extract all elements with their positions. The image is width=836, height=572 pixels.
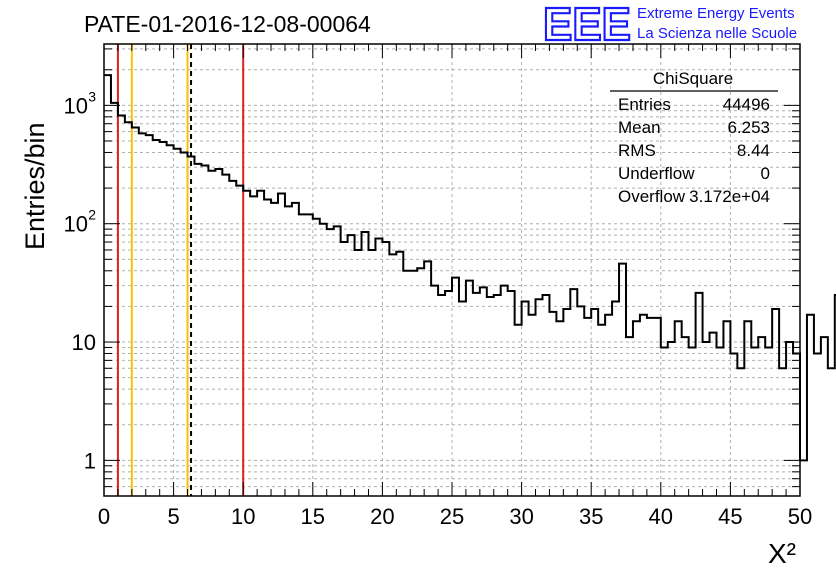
x-axis-label: X² bbox=[768, 538, 796, 569]
stats-row-label: Entries bbox=[618, 95, 671, 114]
y-tick-label-exp: 3 bbox=[88, 88, 96, 104]
chart-title: PATE-01-2016-12-08-00064 bbox=[84, 11, 371, 37]
x-tick-label: 0 bbox=[98, 504, 110, 529]
stats-row-label: Underflow bbox=[618, 164, 695, 183]
x-tick-label: 30 bbox=[509, 504, 533, 529]
stats-row-label: Overflow bbox=[618, 187, 686, 206]
stats-row-label: RMS bbox=[618, 141, 656, 160]
y-tick-label: 10 bbox=[64, 212, 88, 237]
y-tick-label: 10 bbox=[64, 93, 88, 118]
stats-row-label: Mean bbox=[618, 118, 661, 137]
logo-line2: La Scienza nelle Scuole bbox=[637, 25, 797, 42]
stats-row-value: 0 bbox=[761, 164, 770, 183]
y-tick-label: 1 bbox=[84, 448, 96, 473]
stats-row-value: 8.44 bbox=[737, 141, 770, 160]
x-tick-label: 35 bbox=[579, 504, 603, 529]
x-tick-label: 10 bbox=[231, 504, 255, 529]
y-axis-label: Entries/bin bbox=[20, 122, 50, 250]
stats-title: ChiSquare bbox=[653, 69, 733, 88]
x-tick-label: 15 bbox=[301, 504, 325, 529]
x-tick-label: 50 bbox=[788, 504, 812, 529]
x-tick-label: 45 bbox=[718, 504, 742, 529]
y-tick-label: 10 bbox=[72, 330, 96, 355]
logo-mark: EEE bbox=[543, 0, 631, 50]
stats-rows: Entries 44496 Mean 6.253 RMS 8.44 Underflow 0 Ov… bbox=[618, 95, 770, 206]
y-tick-label-exp: 2 bbox=[88, 207, 96, 223]
histogram-series bbox=[104, 74, 836, 462]
stats-row-value: 44496 bbox=[723, 95, 770, 114]
marker-lines bbox=[116, 44, 245, 496]
x-tick-label: 5 bbox=[167, 504, 179, 529]
grid bbox=[104, 44, 800, 496]
x-tick-label: 20 bbox=[370, 504, 394, 529]
stats-row-value: 3.172e+04 bbox=[689, 187, 770, 206]
x-tick-label: 40 bbox=[649, 504, 673, 529]
axis-ticks bbox=[103, 44, 801, 496]
logo: EEE Extreme Energy Events La Scienza nel… bbox=[542, 0, 797, 51]
stats-row-value: 6.253 bbox=[727, 118, 770, 137]
x-tick-labels: 0 5 10 15 20 25 30 35 40 45 50 bbox=[98, 504, 812, 529]
stats-box: ChiSquare Entries 44496 Mean 6.253 RMS 8.44 Un… bbox=[610, 69, 778, 206]
logo-line1: Extreme Energy Events bbox=[637, 5, 795, 22]
x-tick-label: 25 bbox=[440, 504, 464, 529]
